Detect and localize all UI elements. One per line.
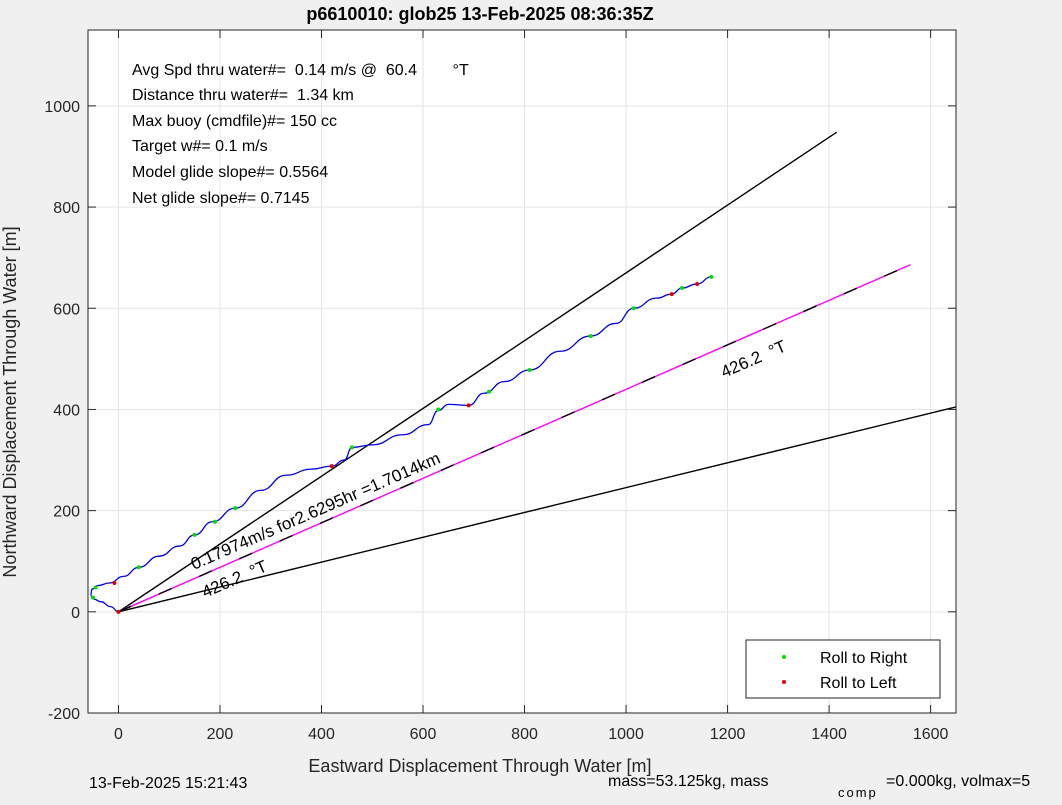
legend-marker-roll-right	[782, 655, 786, 659]
roll-points	[91, 274, 714, 614]
x-tick-label: 1000	[608, 726, 644, 743]
info-target-w: Target w#= 0.1 m/s	[132, 138, 268, 155]
reference-line-lower	[118, 406, 957, 613]
x-tick-label: 800	[511, 726, 538, 743]
reference-lines	[118, 131, 957, 613]
reference-line-upper	[118, 131, 838, 613]
info-net-glide-slope: Net glide slope#= 0.7145	[132, 190, 310, 207]
info-max-buoy: Max buoy (cmdfile)#= 150 cc	[132, 113, 337, 130]
info-model-glide-slope: Model glide slope#= 0.5564	[132, 164, 328, 181]
roll-right-point	[709, 274, 714, 279]
y-tick-label: 200	[53, 504, 80, 521]
roll-left-point	[329, 464, 334, 469]
footer-timestamp: 13-Feb-2025 15:21:43	[89, 775, 247, 792]
legend-label-roll-left: Roll to Left	[820, 675, 897, 692]
glider-track	[89, 276, 712, 613]
roll-left-point	[116, 609, 121, 614]
y-tick-label: 600	[53, 301, 80, 318]
roll-right-point	[192, 532, 197, 537]
roll-left-point	[695, 281, 700, 286]
x-tick-label: 1400	[811, 726, 847, 743]
roll-left-point	[112, 580, 117, 585]
roll-right-point	[136, 565, 141, 570]
chart-title: p6610010: glob25 13-Feb-2025 08:36:35Z	[306, 4, 653, 24]
axis-ticks: 0 200 400 600 800 1000 1200 1400 1600 -200 0 200 400…	[44, 30, 956, 743]
y-tick-label: 400	[53, 402, 80, 419]
y-axis-label: Northward Displacement Through Water [m]	[0, 226, 20, 577]
x-axis-label: Eastward Displacement Through Water [m]	[308, 756, 651, 776]
grid	[88, 30, 956, 714]
roll-right-point	[679, 286, 684, 291]
y-tick-label: 800	[53, 200, 80, 217]
footer-mass-sub: comp	[838, 785, 878, 800]
y-tick-label: 0	[71, 605, 80, 622]
x-tick-label: 1200	[710, 726, 746, 743]
y-tick-label: -200	[48, 706, 80, 723]
roll-right-point	[436, 407, 441, 412]
roll-left-point	[669, 292, 674, 297]
plot-frame	[87, 29, 957, 714]
info-distance: Distance thru water#= 1.34 km	[132, 87, 354, 104]
roll-right-point	[631, 306, 636, 311]
x-tick-label: 0	[114, 726, 123, 743]
track-line	[89, 276, 712, 613]
roll-left-point	[466, 403, 471, 408]
x-tick-label: 600	[410, 726, 437, 743]
y-tick-label: 1000	[44, 99, 80, 116]
roll-right-point	[91, 595, 96, 600]
info-avg-speed: Avg Spd thru water#= 0.14 m/s @ 60.4 °T	[132, 62, 469, 79]
roll-right-point	[487, 389, 492, 394]
roll-right-point	[588, 334, 593, 339]
legend-box	[745, 639, 941, 699]
reference-line-middle-dashes	[118, 264, 911, 613]
footer-mass-b: =0.000kg, volmax=5	[886, 773, 1030, 790]
footer-mass-a: mass=53.125kg, mass	[608, 773, 769, 790]
roll-right-point	[233, 506, 238, 511]
roll-right-point	[212, 519, 217, 524]
x-tick-label: 200	[207, 726, 234, 743]
x-tick-label: 1600	[913, 726, 949, 743]
roll-right-point	[349, 445, 354, 450]
info-box: Avg Spd thru water#= 0.14 m/s @ 60.4 °T …	[132, 62, 469, 207]
legend-marker-roll-left	[782, 680, 786, 684]
roll-right-point	[93, 585, 98, 590]
legend: Roll to Right Roll to Left	[745, 639, 941, 699]
legend-label-roll-right: Roll to Right	[820, 650, 908, 667]
roll-right-point	[527, 367, 532, 372]
x-tick-label: 400	[308, 726, 335, 743]
